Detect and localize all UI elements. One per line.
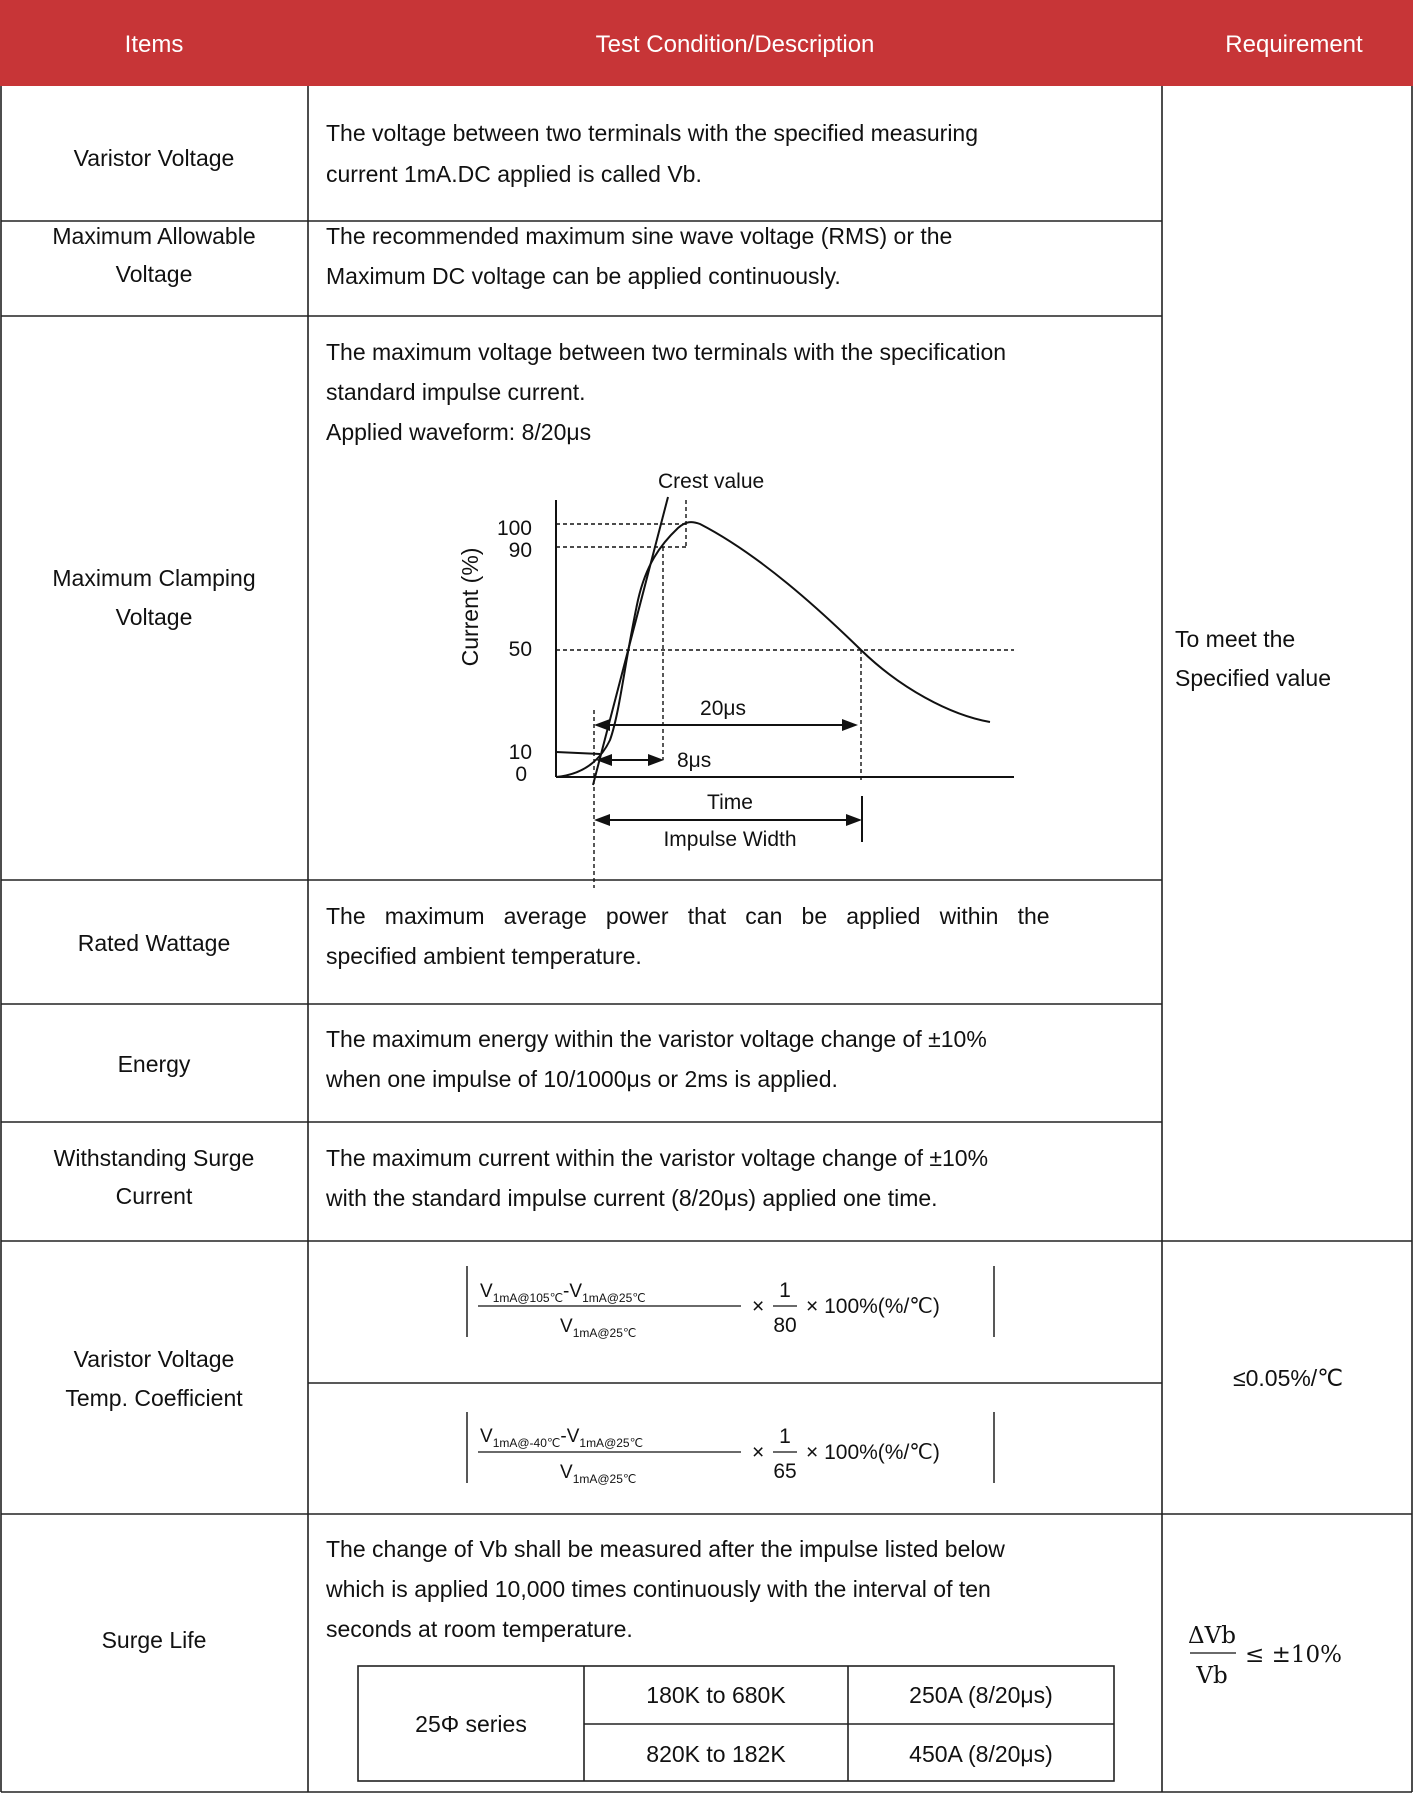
y-axis-label: Current (%) (457, 548, 483, 667)
shared-requirement: To meet the Specified value (1175, 626, 1331, 691)
item-label: Surge Life (102, 1627, 207, 1653)
desc-line: which is applied 10,000 times continuous… (325, 1576, 991, 1602)
svg-text:1: 1 (779, 1425, 791, 1448)
item-label: Rated Wattage (78, 930, 231, 956)
row-withstanding-surge-current: Withstanding Surge Current The maximum c… (54, 1145, 988, 1211)
level-10-line (555, 751, 601, 755)
item-label: Maximum Allowable (52, 223, 255, 249)
item-label: Current (116, 1183, 193, 1209)
desc-line: Maximum DC voltage can be applied contin… (326, 263, 841, 289)
svg-text:V1mA@-40℃-V1mA@25℃: V1mA@-40℃-V1mA@25℃ (480, 1426, 643, 1450)
row-energy: Energy The maximum energy within the var… (118, 1026, 987, 1092)
desc-line: The maximum energy within the varistor v… (326, 1026, 987, 1052)
header-background (0, 0, 1413, 86)
desc-line: specified ambient temperature. (326, 943, 642, 969)
current-cell: 250A (8/20μs) (909, 1682, 1053, 1708)
desc-line: current 1mA.DC applied is called Vb. (326, 161, 702, 187)
item-label: Energy (118, 1051, 191, 1077)
svg-text:65: 65 (773, 1460, 796, 1483)
svg-text:80: 80 (773, 1314, 796, 1337)
item-label: Varistor Voltage (74, 1346, 235, 1372)
item-label: Maximum Clamping (52, 565, 255, 591)
desc-line: with the standard impulse current (8/20μ… (325, 1185, 938, 1211)
requirement-line: Specified value (1175, 665, 1331, 691)
desc-line: The maximum current within the varistor … (326, 1145, 988, 1171)
label-20us: 20μs (700, 697, 746, 720)
y-tick-90: 90 (509, 539, 532, 562)
item-label: Voltage (116, 261, 193, 287)
row-rated-wattage: Rated Wattage The maximum average power … (78, 903, 1050, 969)
row-max-clamping-voltage: Maximum Clamping Voltage The maximum vol… (52, 339, 1014, 888)
table-header: Items Test Condition/Description Require… (0, 0, 1413, 86)
label-8us: 8μs (677, 749, 711, 772)
row-surge-life: Surge Life The change of Vb shall be mea… (102, 1536, 1342, 1782)
temp-coeff-requirement: ≤0.05%/℃ (1233, 1365, 1343, 1391)
desc-line: seconds at room temperature. (326, 1616, 633, 1642)
svg-text:× 100%(%/℃): × 100%(%/℃) (806, 1295, 940, 1318)
desc-line: The change of Vb shall be measured after… (326, 1536, 1005, 1562)
row-varistor-voltage: Varistor Voltage The voltage between two… (74, 120, 978, 187)
header-test-condition: Test Condition/Description (596, 31, 875, 58)
svg-text:×: × (752, 1295, 764, 1318)
current-cell: 450A (8/20μs) (909, 1741, 1053, 1767)
desc-line: The maximum average power that can be ap… (326, 903, 1050, 929)
requirement-line: To meet the (1175, 626, 1295, 652)
range-cell: 820K to 182K (646, 1741, 786, 1767)
svg-text:V1mA@105℃-V1mA@25℃: V1mA@105℃-V1mA@25℃ (480, 1281, 646, 1305)
svg-text:V1mA@25℃: V1mA@25℃ (560, 1316, 636, 1340)
series-cell: 25Φ series (415, 1711, 527, 1737)
item-label: Voltage (116, 604, 193, 630)
waveform-diagram: Crest value Current (%) 100 90 50 10 0 (457, 470, 1014, 888)
svg-text:V1mA@25℃: V1mA@25℃ (560, 1462, 636, 1486)
item-label: Withstanding Surge (54, 1145, 255, 1171)
virtual-front-line (592, 496, 669, 786)
time-label: Time (707, 791, 753, 814)
desc-line: when one impulse of 10/1000μs or 2ms is … (325, 1066, 838, 1092)
table-grid (0, 86, 1413, 1793)
req-denominator: Vb (1195, 1663, 1227, 1689)
desc-line: Applied waveform: 8/20μs (326, 419, 591, 445)
y-tick-50: 50 (509, 638, 532, 661)
svg-text:1: 1 (779, 1279, 791, 1302)
crest-value-label: Crest value (658, 470, 764, 493)
y-tick-10: 10 (509, 741, 532, 764)
y-tick-0: 0 (515, 763, 527, 786)
formula-105c: V1mA@105℃-V1mA@25℃ V1mA@25℃ × 1 80 × 100… (466, 1266, 995, 1340)
header-requirement: Requirement (1225, 31, 1363, 58)
desc-line: standard impulse current. (326, 379, 586, 405)
range-cell: 180K to 680K (646, 1682, 786, 1708)
svg-text:×: × (752, 1441, 764, 1464)
formula-minus40c: V1mA@-40℃-V1mA@25℃ V1mA@25℃ × 1 65 × 100… (466, 1412, 995, 1486)
svg-text:× 100%(%/℃): × 100%(%/℃) (806, 1441, 940, 1464)
row-temp-coefficient: Varistor Voltage Temp. Coefficient V1mA@… (65, 1266, 1343, 1486)
header-items: Items (125, 31, 184, 58)
surge-inner-table: 25Φ series 180K to 680K 250A (8/20μs) 82… (357, 1665, 1115, 1782)
impulse-width-label: Impulse Width (663, 828, 796, 851)
surge-life-requirement: ΔVb Vb ≤ ±10% (1188, 1623, 1342, 1689)
item-label: Varistor Voltage (74, 145, 235, 171)
req-numerator: ΔVb (1188, 1623, 1236, 1649)
req-tail: ≤ ±10% (1245, 1642, 1342, 1668)
row-max-allowable-voltage: Maximum Allowable Voltage The recommende… (52, 223, 952, 289)
item-label: Temp. Coefficient (65, 1385, 243, 1411)
desc-line: The maximum voltage between two terminal… (326, 339, 1006, 365)
desc-line: The recommended maximum sine wave voltag… (326, 223, 952, 249)
impulse-waveform (555, 521, 991, 778)
y-tick-100: 100 (497, 517, 532, 540)
desc-line: The voltage between two terminals with t… (326, 120, 978, 146)
